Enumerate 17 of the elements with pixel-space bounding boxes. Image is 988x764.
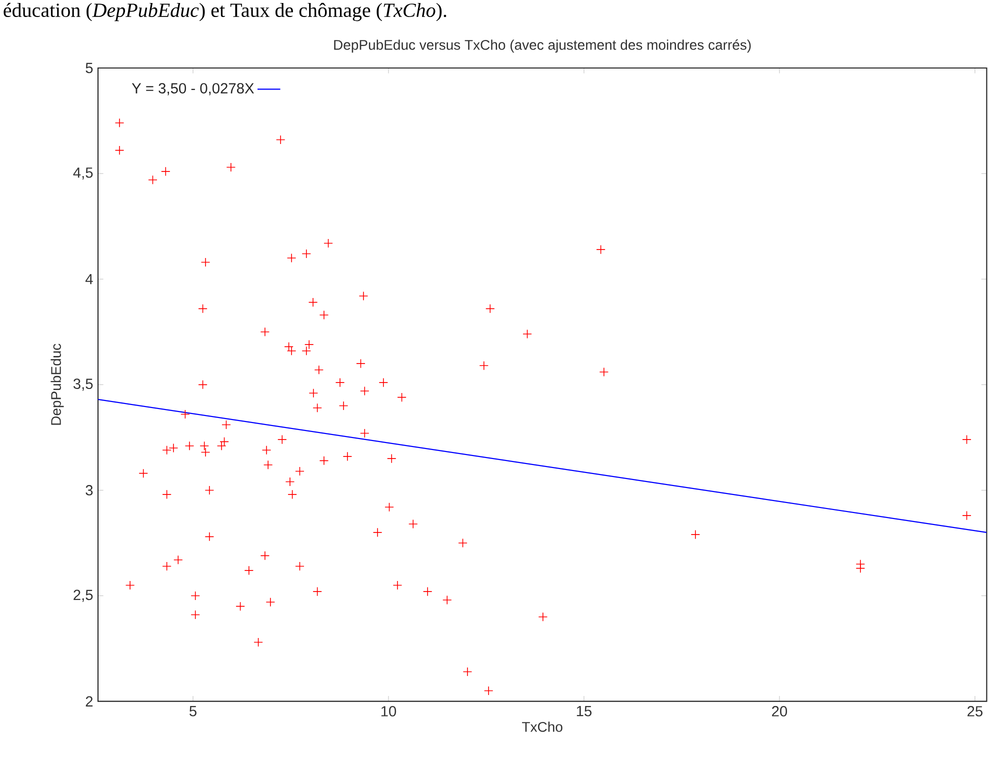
y-tick-label: 3 [86, 485, 93, 496]
y-tick-label: 4,5 [73, 168, 93, 180]
y-tick-label: 2,5 [74, 590, 93, 602]
y-tick-label: 2 [86, 696, 93, 706]
chart-title: DepPubEduc versus TxCho (avec ajustement des moindres carrés) [334, 39, 751, 53]
x-tick-label: 5 [190, 706, 196, 716]
x-tick-label: 10 [381, 706, 396, 716]
text: éducation (DepPubEduc) et Taux de chômage (TxCho). [4, 2, 446, 22]
y-axis-title: DepPubEduc [50, 344, 64, 425]
x-tick-label: 15 [576, 706, 592, 716]
y-tick-label: 3,5 [73, 378, 93, 391]
y-tick-label: 5 [86, 62, 93, 74]
x-tick-label: 25 [968, 706, 982, 716]
x-tick-label: 20 [772, 706, 788, 716]
legend-label: Y = 3,50 - 0,0278X [132, 83, 254, 96]
y-tick-label: 4 [85, 274, 93, 284]
x-axis-title: TxCho [522, 722, 562, 732]
